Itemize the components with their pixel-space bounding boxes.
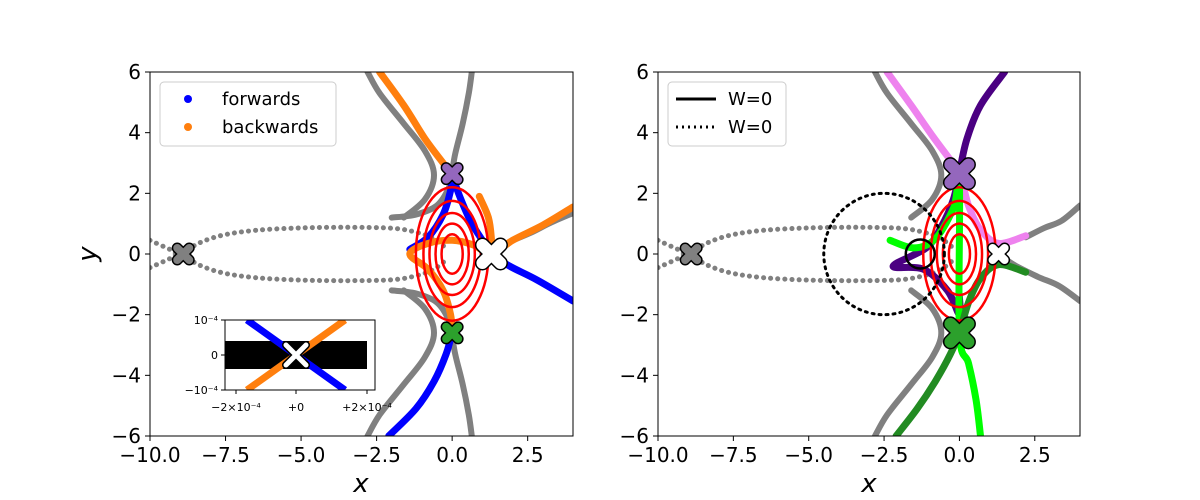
forwards-lower — [385, 329, 456, 436]
right-legend: W=0 W=0 — [667, 81, 787, 147]
gray-branch-right-upper — [1022, 202, 1080, 241]
ytick-label: 6 — [636, 60, 649, 84]
inset-fixed-point — [282, 341, 310, 369]
inset-xtick-right: +2×10⁻⁴ — [342, 401, 392, 414]
gray-branch-lower-left-arc — [364, 287, 437, 436]
left-ticks: −10.0 −7.5 −5.0 −2.5 0.0 2.5 −6 −4 −2 0 2 4 6 — [112, 60, 544, 467]
right-panel: −10.0 −7.5 −5.0 −2.5 0.0 2.5 −6 −4 −2 0 2 4 6 x W=0 … — [620, 60, 1081, 499]
xtick-label: 0.0 — [944, 443, 976, 467]
fixed-point-left — [171, 242, 195, 266]
ytick-label: −2 — [112, 303, 141, 327]
gray-branch-upper-left-arc — [872, 72, 945, 221]
gray-branch-upper-left — [150, 224, 451, 257]
xtick-label: −7.5 — [709, 443, 758, 467]
ytick-label: −4 — [620, 363, 649, 387]
red-orbits-3 — [434, 222, 471, 286]
gray-branch-upper-left-arc — [364, 72, 437, 221]
xtick-label: −10.0 — [119, 443, 180, 467]
red-orbits-0 — [414, 186, 490, 322]
legend-label-backwards: backwards — [222, 117, 318, 138]
fixed-point-bottom — [942, 316, 976, 350]
fixed-point-top — [440, 162, 464, 186]
right-plot-area — [658, 72, 1080, 436]
legend-marker-backwards — [184, 123, 192, 131]
gray-branch-lower — [388, 287, 475, 436]
xtick-label: −2.5 — [860, 443, 909, 467]
red-orbits-4 — [947, 233, 972, 275]
xtick-label: 2.5 — [1019, 443, 1051, 467]
fixed-point-right — [987, 242, 1011, 266]
xtick-label: −2.5 — [352, 443, 401, 467]
ytick-label: 2 — [128, 181, 141, 205]
ytick-label: 2 — [636, 181, 649, 205]
legend-marker-forwards — [184, 95, 192, 103]
ytick-label: 4 — [128, 121, 141, 145]
inset-ytick-mid: 0 — [211, 349, 218, 362]
red-orbits-1 — [929, 199, 990, 309]
red-orbits-2 — [428, 211, 477, 297]
xtick-label: −5.0 — [784, 443, 833, 467]
ytick-label: 4 — [636, 121, 649, 145]
legend-label-forwards: forwards — [222, 89, 300, 110]
fixed-point-right — [474, 237, 508, 271]
ytick-label: 0 — [128, 242, 141, 266]
red-orbits-2 — [935, 211, 984, 297]
gray-branch-lower-left — [150, 251, 451, 284]
red-orbits-1 — [422, 199, 483, 309]
inset-xtick-left: −2×10⁻⁴ — [211, 401, 261, 414]
w0-solid-circle — [904, 238, 936, 270]
left-ylabel: y — [73, 246, 103, 263]
gray-branch-right — [995, 251, 1080, 304]
backwards-upper — [376, 72, 456, 179]
xtick-label: 2.5 — [512, 443, 544, 467]
left-plot-area — [150, 72, 573, 436]
right-xlabel: x — [860, 469, 877, 499]
right-ticks: −10.0 −7.5 −5.0 −2.5 0.0 2.5 −6 −4 −2 0 2 4 6 — [620, 60, 1051, 467]
fixed-point-top — [942, 157, 976, 191]
inset-ytick-top: 10⁻⁴ — [194, 314, 219, 327]
xtick-label: 0.0 — [436, 443, 468, 467]
red-orbits-4 — [440, 233, 464, 275]
w0-dotted-circle — [822, 191, 946, 317]
xtick-label: −7.5 — [201, 443, 250, 467]
legend-label-w0-dotted: W=0 — [728, 117, 772, 138]
legend-label-w0-solid: W=0 — [728, 89, 772, 110]
fixed-point-bottom — [440, 321, 464, 345]
ytick-label: 0 — [636, 242, 649, 266]
inset-axes: 10⁻⁴ 0 −10⁻⁴ −2×10⁻⁴ +0 +2×10⁻⁴ — [185, 314, 393, 414]
ytick-label: −6 — [112, 424, 141, 448]
left-panel: −10.0 −7.5 −5.0 −2.5 0.0 2.5 −6 −4 −2 0 2 4 6 x y fo… — [73, 60, 574, 499]
left-xlabel: x — [352, 469, 369, 499]
xtick-label: −10.0 — [627, 443, 688, 467]
ytick-label: 6 — [128, 60, 141, 84]
ytick-label: −4 — [112, 363, 141, 387]
ytick-label: −2 — [620, 303, 649, 327]
inset-xtick-mid: +0 — [288, 401, 304, 414]
fixed-point-left — [679, 242, 703, 266]
ytick-label: −6 — [620, 424, 649, 448]
xtick-label: −5.0 — [277, 443, 326, 467]
left-legend: forwards backwards — [159, 81, 337, 147]
inset-ytick-bottom: −10⁻⁴ — [185, 384, 219, 397]
red-orbits-3 — [941, 222, 978, 286]
gray-branch-lower-left-arc — [872, 287, 945, 436]
